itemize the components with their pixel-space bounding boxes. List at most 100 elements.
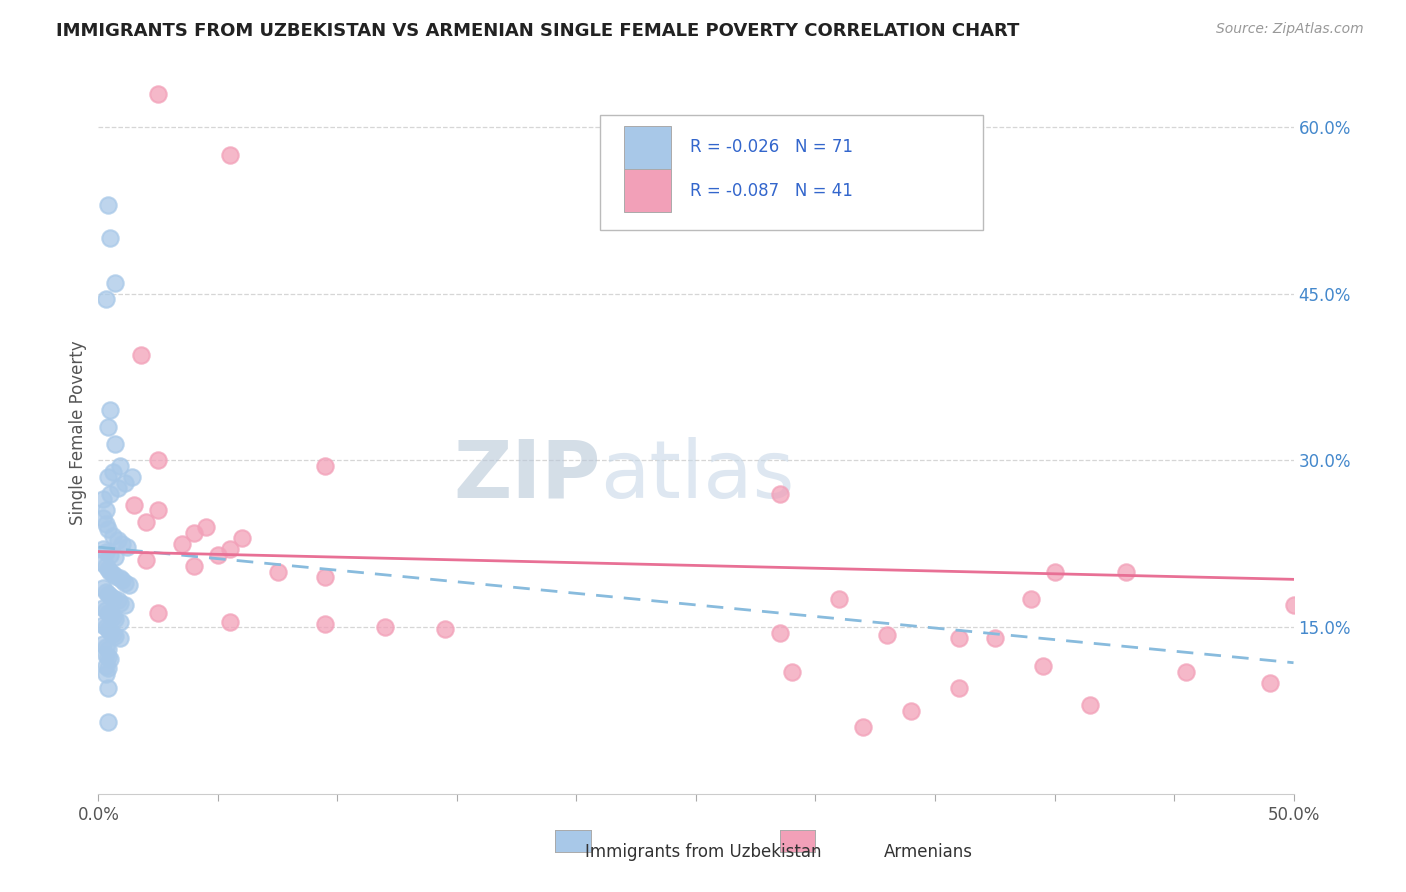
Point [97,642,120,657]
Point [98,487,122,501]
Point [97,606,120,620]
Point [104,612,127,626]
Point [91,542,114,557]
Point [97,661,120,675]
Point [91,581,114,595]
Point [374,620,396,634]
Point [1115,565,1137,579]
FancyBboxPatch shape [624,126,671,169]
Point [97,681,120,696]
Point [111,574,134,588]
Point [98,565,122,579]
Point [876,628,898,642]
Point [1032,659,1054,673]
Point [1043,565,1066,579]
Text: R = -0.026   N = 71: R = -0.026 N = 71 [690,138,853,156]
Point [148,503,170,517]
Point [98,403,122,417]
FancyBboxPatch shape [624,169,671,212]
Text: Immigrants from Uzbekistan: Immigrants from Uzbekistan [585,843,821,861]
Point [104,569,127,583]
Point [114,598,136,612]
Point [97,714,120,729]
Point [108,615,131,629]
Point [91,492,114,507]
Point [108,632,131,646]
Point [91,511,114,525]
Point [111,537,134,551]
Point [101,529,124,543]
Point [97,522,120,536]
Point [97,420,120,434]
Point [148,606,170,620]
Text: R = -0.087   N = 41: R = -0.087 N = 41 [690,182,853,200]
Point [98,548,122,562]
Point [315,616,337,631]
Point [108,458,131,473]
Point [91,618,114,632]
Point [984,632,1007,646]
Point [101,465,124,479]
Point [91,601,114,615]
Point [98,231,122,245]
Point [108,596,131,610]
Point [114,475,136,490]
Point [104,276,127,290]
Point [104,629,127,643]
Point [98,589,122,603]
FancyBboxPatch shape [600,115,983,230]
Point [828,592,851,607]
Point [104,436,127,450]
Point [135,515,157,529]
Point [94,516,117,531]
Point [121,470,143,484]
Point [1019,592,1042,607]
Y-axis label: Single Female Poverty: Single Female Poverty [69,341,87,524]
Point [1080,698,1102,712]
Point [114,575,136,590]
Point [948,632,970,646]
Point [267,565,290,579]
Point [94,640,117,655]
Point [94,544,117,558]
Point [97,562,120,576]
Point [98,652,122,666]
Point [97,587,120,601]
Point [315,570,337,584]
Point [948,681,970,696]
Point [104,550,127,565]
Point [108,571,131,585]
Point [97,623,120,637]
Point [135,553,157,567]
Text: Source: ZipAtlas.com: Source: ZipAtlas.com [1216,22,1364,37]
Point [118,578,141,592]
Point [131,348,153,362]
Point [98,624,122,639]
Point [1175,665,1198,679]
Text: atlas: atlas [600,437,794,515]
Point [101,610,124,624]
Point [183,559,205,574]
Point [94,559,117,574]
Point [94,666,117,681]
Point [115,540,138,554]
Point [94,584,117,599]
Point [780,665,803,679]
Point [97,198,120,212]
Point [97,650,120,665]
Point [434,623,457,637]
Point [1282,598,1305,612]
Point [94,603,117,617]
Point [101,591,124,606]
Point [97,470,120,484]
Point [148,453,170,467]
Point [219,147,242,161]
Point [124,498,146,512]
Point [768,487,790,501]
Point [172,537,194,551]
Point [101,627,124,641]
Text: ZIP: ZIP [453,437,600,515]
Point [94,503,117,517]
Point [98,607,122,622]
Point [94,292,117,306]
